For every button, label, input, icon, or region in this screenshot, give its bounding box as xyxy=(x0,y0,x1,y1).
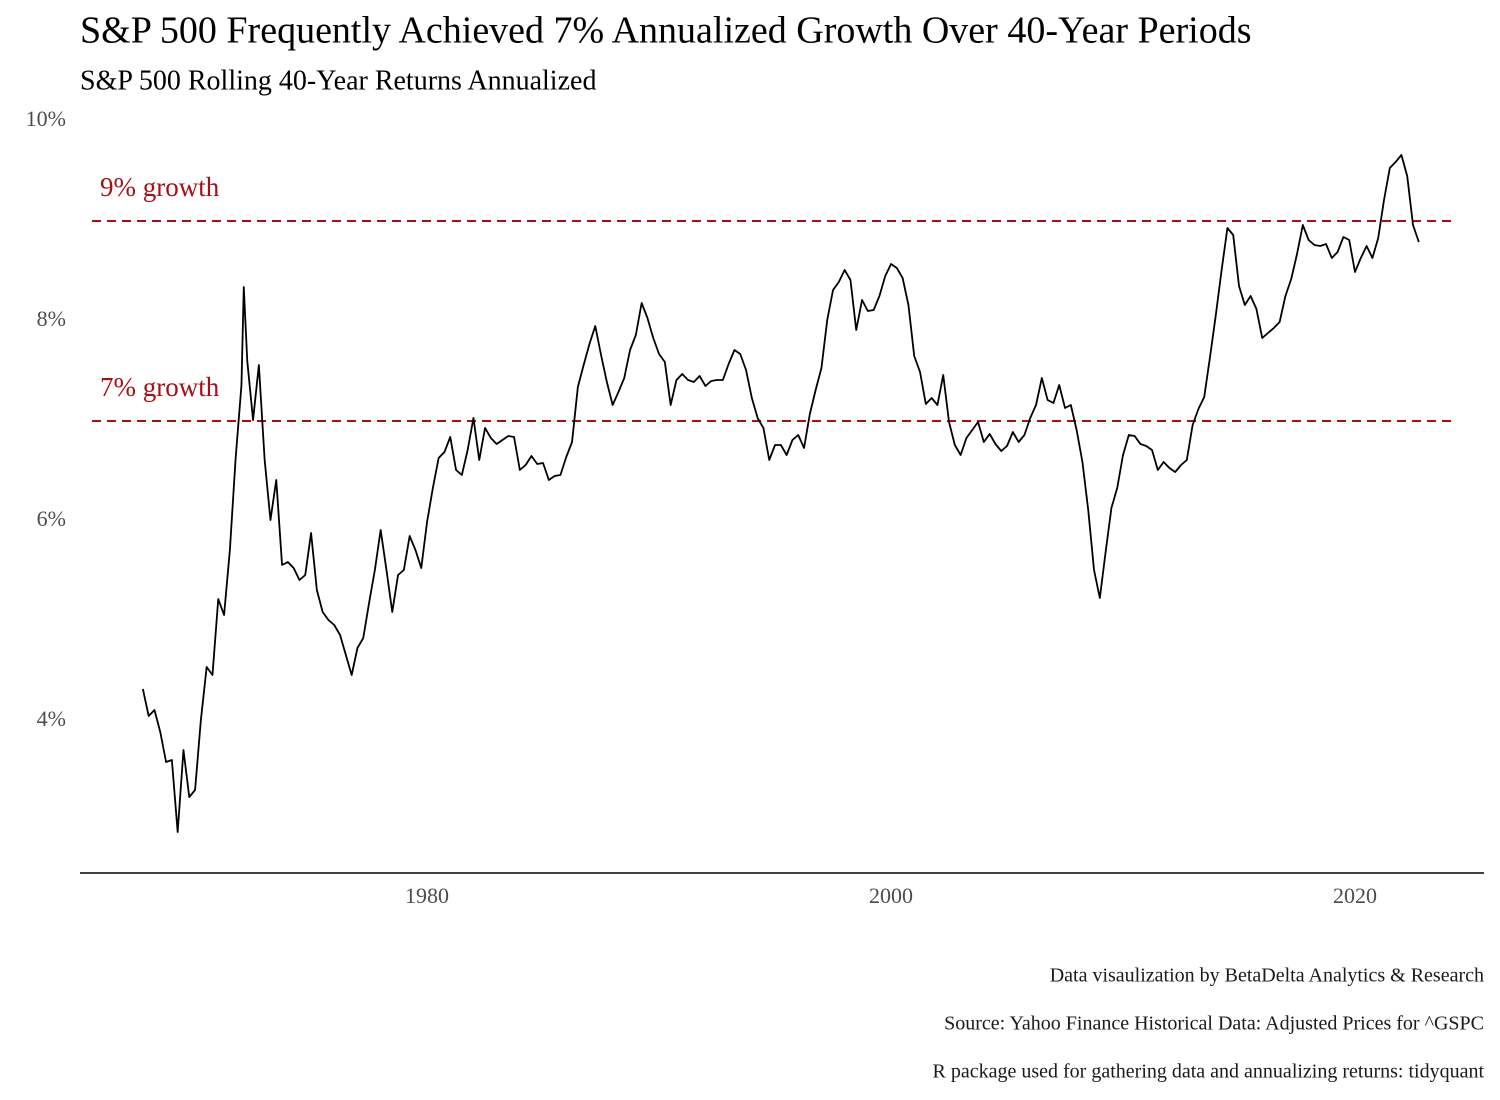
y-tick-label: 4% xyxy=(37,706,66,731)
y-tick-label: 8% xyxy=(37,306,66,331)
y-tick-label: 6% xyxy=(37,506,66,531)
x-tick-label: 1980 xyxy=(405,883,449,908)
series-line xyxy=(141,154,1420,833)
caption: Source: Yahoo Finance Historical Data: A… xyxy=(944,1013,1484,1035)
chart-title: S&P 500 Frequently Achieved 7% Annualize… xyxy=(80,10,1252,52)
y-tick-label: 10% xyxy=(26,106,66,131)
reference-label: 7% growth xyxy=(100,372,220,402)
x-tick-label: 2000 xyxy=(869,883,913,908)
caption: Data visaulization by BetaDelta Analytic… xyxy=(1050,965,1484,987)
caption: R package used for gathering data and an… xyxy=(933,1061,1485,1083)
reference-label: 9% growth xyxy=(100,172,220,202)
x-tick-label: 2020 xyxy=(1333,883,1377,908)
chart-subtitle: S&P 500 Rolling 40-Year Returns Annualiz… xyxy=(80,65,596,96)
